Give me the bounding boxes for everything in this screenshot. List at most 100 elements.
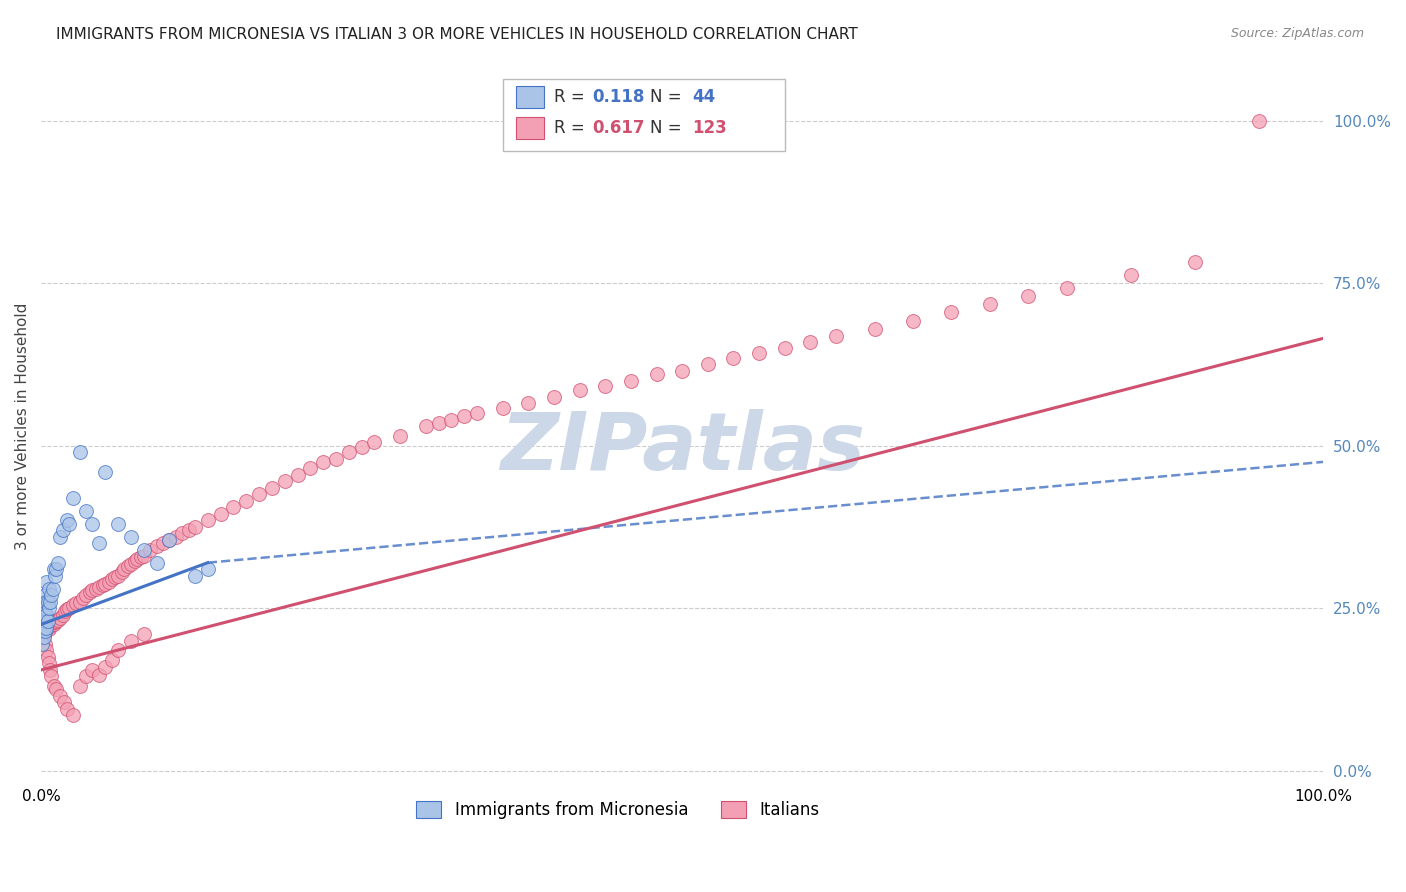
- Point: [91, 578, 114, 592]
- Point: [53, 696, 76, 710]
- Point: [87, 667, 110, 681]
- Point: [82, 663, 104, 677]
- Point: [44, 568, 66, 582]
- Point: [177, 523, 200, 537]
- Point: [235, 494, 257, 508]
- Point: [55, 702, 77, 716]
- Point: [132, 549, 155, 564]
- Point: [34, 637, 56, 651]
- Point: [34, 601, 56, 615]
- Point: [46, 556, 69, 570]
- Point: [41, 615, 63, 630]
- Point: [79, 585, 101, 599]
- Point: [69, 595, 91, 609]
- Point: [46, 613, 69, 627]
- Point: [260, 481, 283, 495]
- Point: [42, 562, 65, 576]
- Point: [157, 533, 180, 547]
- Point: [120, 633, 142, 648]
- Point: [52, 607, 75, 622]
- Point: [69, 679, 91, 693]
- Point: [35, 615, 58, 630]
- Y-axis label: 3 or more Vehicles in Household: 3 or more Vehicles in Household: [15, 302, 30, 549]
- Point: [37, 614, 59, 628]
- Point: [723, 351, 745, 365]
- Point: [1056, 281, 1078, 295]
- Point: [39, 595, 62, 609]
- Point: [799, 334, 821, 349]
- Point: [287, 467, 309, 482]
- FancyBboxPatch shape: [516, 117, 544, 138]
- Point: [34, 624, 56, 638]
- Point: [165, 530, 187, 544]
- Point: [32, 624, 55, 638]
- Point: [69, 445, 91, 459]
- Point: [72, 591, 94, 606]
- Point: [117, 558, 139, 573]
- Point: [35, 595, 58, 609]
- Point: [863, 321, 886, 335]
- Point: [299, 461, 322, 475]
- Point: [75, 503, 97, 517]
- Point: [49, 689, 72, 703]
- Point: [145, 540, 167, 554]
- Legend: Immigrants from Micronesia, Italians: Immigrants from Micronesia, Italians: [409, 794, 827, 825]
- Point: [172, 526, 194, 541]
- Point: [32, 611, 55, 625]
- Point: [543, 390, 565, 404]
- Point: [31, 617, 53, 632]
- Point: [124, 554, 146, 568]
- Point: [132, 542, 155, 557]
- Point: [100, 653, 122, 667]
- Point: [34, 588, 56, 602]
- Point: [62, 708, 84, 723]
- Text: N =: N =: [650, 119, 688, 136]
- Point: [75, 669, 97, 683]
- Point: [132, 627, 155, 641]
- Text: R =: R =: [554, 119, 591, 136]
- Point: [901, 314, 924, 328]
- Point: [37, 649, 59, 664]
- Point: [32, 617, 55, 632]
- Point: [41, 588, 63, 602]
- Point: [39, 663, 62, 677]
- Point: [645, 367, 668, 381]
- Point: [62, 598, 84, 612]
- Point: [453, 409, 475, 424]
- Point: [58, 516, 80, 531]
- Point: [32, 621, 55, 635]
- Point: [31, 637, 53, 651]
- Point: [941, 305, 963, 319]
- Point: [41, 617, 63, 632]
- Point: [98, 575, 121, 590]
- Point: [427, 416, 450, 430]
- Point: [31, 614, 53, 628]
- Text: N =: N =: [650, 88, 688, 106]
- Point: [350, 440, 373, 454]
- Point: [337, 445, 360, 459]
- Point: [55, 604, 77, 618]
- Point: [49, 530, 72, 544]
- Point: [127, 552, 149, 566]
- Point: [620, 374, 643, 388]
- Point: [120, 557, 142, 571]
- Point: [34, 614, 56, 628]
- Point: [38, 622, 60, 636]
- Point: [247, 487, 270, 501]
- Point: [1249, 113, 1271, 128]
- Point: [100, 572, 122, 586]
- Point: [55, 513, 77, 527]
- Point: [41, 669, 63, 683]
- Point: [52, 523, 75, 537]
- Point: [197, 562, 219, 576]
- Point: [65, 596, 87, 610]
- Point: [1184, 255, 1206, 269]
- Point: [31, 611, 53, 625]
- Point: [87, 580, 110, 594]
- Point: [325, 451, 347, 466]
- Point: [152, 536, 174, 550]
- Point: [38, 601, 60, 615]
- Point: [87, 536, 110, 550]
- Point: [41, 582, 63, 596]
- Point: [31, 624, 53, 638]
